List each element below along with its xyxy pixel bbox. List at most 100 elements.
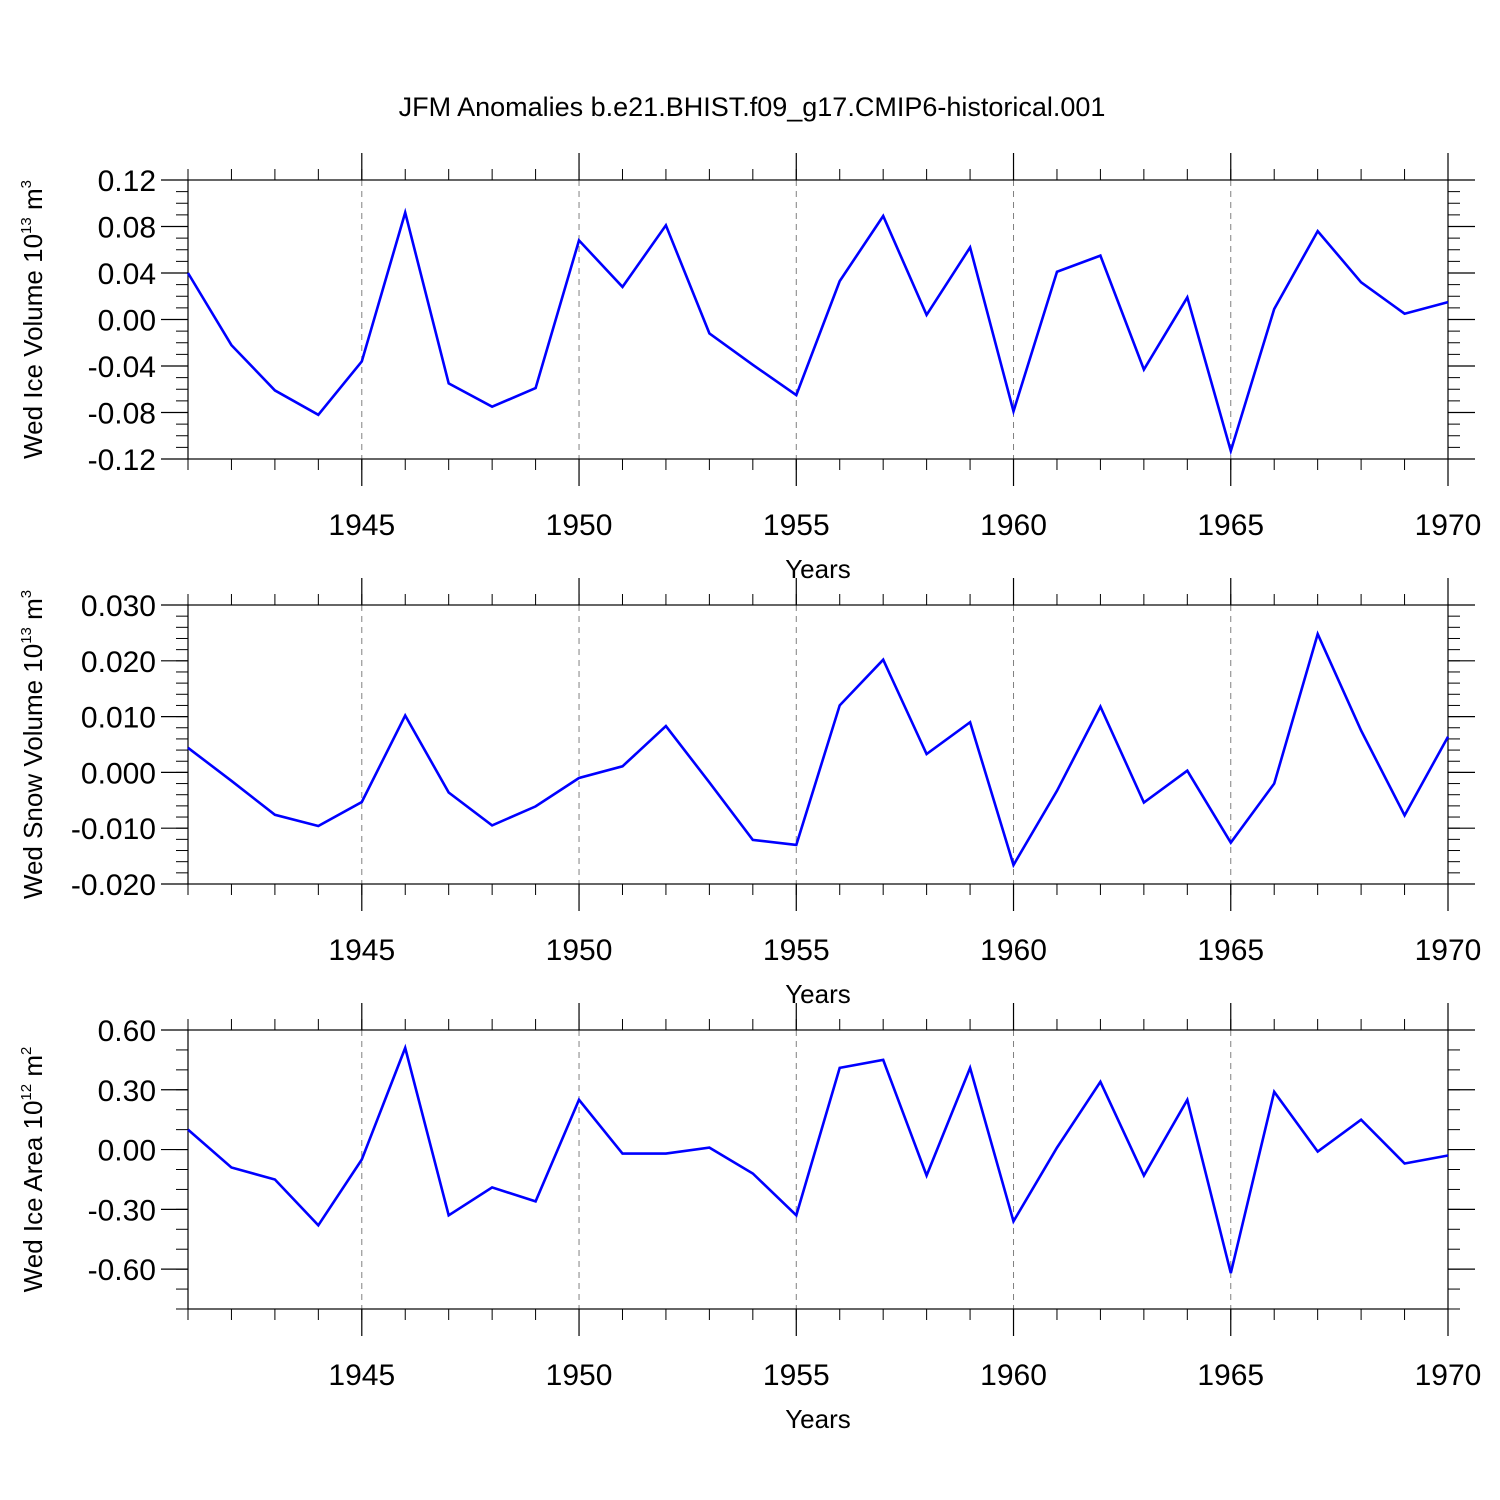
data-point-1945: [360, 800, 364, 804]
x-tick-label: 1950: [546, 1359, 613, 1392]
y-axis-title: Wed Ice Volume 1013 m3: [18, 180, 48, 459]
data-point-1968: [1359, 1118, 1363, 1122]
data-point-1964: [1185, 1098, 1189, 1102]
y-tick-label: 0.00: [98, 1135, 156, 1168]
y-axis-title-unit: m: [18, 188, 48, 217]
y-axis-title-main: Wed Ice Area 10: [18, 1101, 48, 1293]
data-point-1965: [1229, 449, 1233, 453]
data-point-1960: [1012, 1219, 1016, 1223]
y-axis-title-main: Wed Snow Volume 10: [18, 644, 48, 899]
data-point-1967: [1316, 1150, 1320, 1154]
y-tick-label: 0.000: [81, 757, 156, 790]
data-point-1949: [534, 804, 538, 808]
x-axis-title: Years: [785, 554, 851, 584]
data-point-1943: [273, 1177, 277, 1181]
data-point-1943: [273, 813, 277, 817]
x-tick-label: 1955: [763, 509, 830, 542]
data-point-1964: [1185, 769, 1189, 773]
data-point-1950: [577, 238, 581, 242]
data-point-1955: [794, 843, 798, 847]
data-point-1955: [794, 1213, 798, 1217]
x-tick-label: 1945: [328, 1359, 395, 1392]
data-point-1969: [1403, 312, 1407, 316]
y-axis-title-main: Wed Ice Volume 10: [18, 234, 48, 459]
data-point-1946: [403, 211, 407, 215]
figure-title: JFM Anomalies b.e21.BHIST.f09_g17.CMIP6-…: [399, 92, 1106, 122]
data-point-1952: [664, 223, 668, 227]
x-tick-label: 1970: [1415, 1359, 1482, 1392]
x-tick-label: 1965: [1197, 934, 1264, 967]
panel-snow-volume: -0.020 -0.010 0.000 0.010 0.020 0.030 1945 1950…: [18, 578, 1481, 1009]
data-point-1956: [838, 1066, 842, 1070]
data-point-1952: [664, 1152, 668, 1156]
data-point-1950: [577, 776, 581, 780]
data-point-1944: [316, 824, 320, 828]
data-point-1953: [707, 331, 711, 335]
y-axis-title: Wed Snow Volume 1013 m3: [18, 590, 48, 899]
data-point-1955: [794, 393, 798, 397]
data-point-1969: [1403, 1162, 1407, 1166]
data-point-1962: [1098, 254, 1102, 258]
plot-frame: [187, 1029, 1449, 1310]
x-tick-label: 1965: [1197, 509, 1264, 542]
data-point-1961: [1055, 270, 1059, 274]
data-point-1954: [751, 838, 755, 842]
data-point-1945: [360, 359, 364, 363]
data-point-1961: [1055, 789, 1059, 793]
x-tick-label: 1970: [1415, 509, 1482, 542]
data-point-1949: [534, 1199, 538, 1203]
data-point-1948: [490, 405, 494, 409]
data-point-1942: [229, 779, 233, 783]
x-tick-label: 1955: [763, 934, 830, 967]
y-tick-label: 0.60: [98, 1015, 156, 1048]
x-tick-label: 1960: [980, 934, 1047, 967]
data-point-1946: [403, 1046, 407, 1050]
data-point-1966: [1272, 307, 1276, 311]
x-tick-label: 1970: [1415, 934, 1482, 967]
data-point-1960: [1012, 409, 1016, 413]
x-axis-title: Years: [785, 979, 851, 1009]
panel-ice-volume: -0.12 -0.08 -0.04 0.00 0.04 0.08 0.12 1945 1950 1…: [18, 153, 1481, 584]
data-point-1950: [577, 1098, 581, 1102]
series-line: [187, 1043, 1449, 1274]
data-point-1968: [1359, 280, 1363, 284]
data-point-1956: [838, 703, 842, 707]
data-point-1958: [925, 1173, 929, 1177]
y-tick-label: 0.08: [98, 212, 156, 245]
data-point-1959: [968, 1066, 972, 1070]
data-point-1957: [881, 658, 885, 662]
data-point-1966: [1272, 782, 1276, 786]
y-tick-label: -0.60: [88, 1254, 156, 1287]
plot-frame: [187, 604, 1449, 885]
data-point-1967: [1316, 229, 1320, 233]
data-point-1961: [1055, 1146, 1059, 1150]
y-axis-title-unit-exponent: 3: [18, 590, 35, 598]
data-point-1948: [490, 1185, 494, 1189]
data-point-1970: [1446, 1154, 1450, 1158]
data-point-1941: [186, 746, 190, 750]
data-point-1958: [925, 313, 929, 317]
series-line: [187, 630, 1450, 869]
data-point-1964: [1185, 295, 1189, 299]
y-tick-label: 0.020: [81, 646, 156, 679]
y-tick-label: 0.030: [81, 590, 156, 623]
data-point-1947: [447, 381, 451, 385]
data-point-1970: [1446, 735, 1450, 739]
data-point-1963: [1142, 367, 1146, 371]
x-tick-label: 1945: [328, 509, 395, 542]
data-point-1966: [1272, 1090, 1276, 1094]
plot-frame: [187, 179, 1449, 460]
y-axis-title-unit-exponent: 2: [18, 1047, 35, 1055]
data-point-1965: [1229, 1271, 1233, 1275]
data-point-1947: [447, 1213, 451, 1217]
y-tick-label: -0.020: [71, 869, 156, 902]
x-tick-label: 1960: [980, 509, 1047, 542]
y-tick-label: -0.30: [88, 1194, 156, 1227]
y-tick-label: -0.010: [71, 813, 156, 846]
data-point-1963: [1142, 1173, 1146, 1177]
data-point-1953: [707, 780, 711, 784]
data-point-1951: [620, 764, 624, 768]
data-point-1942: [229, 1166, 233, 1170]
data-point-1953: [707, 1146, 711, 1150]
